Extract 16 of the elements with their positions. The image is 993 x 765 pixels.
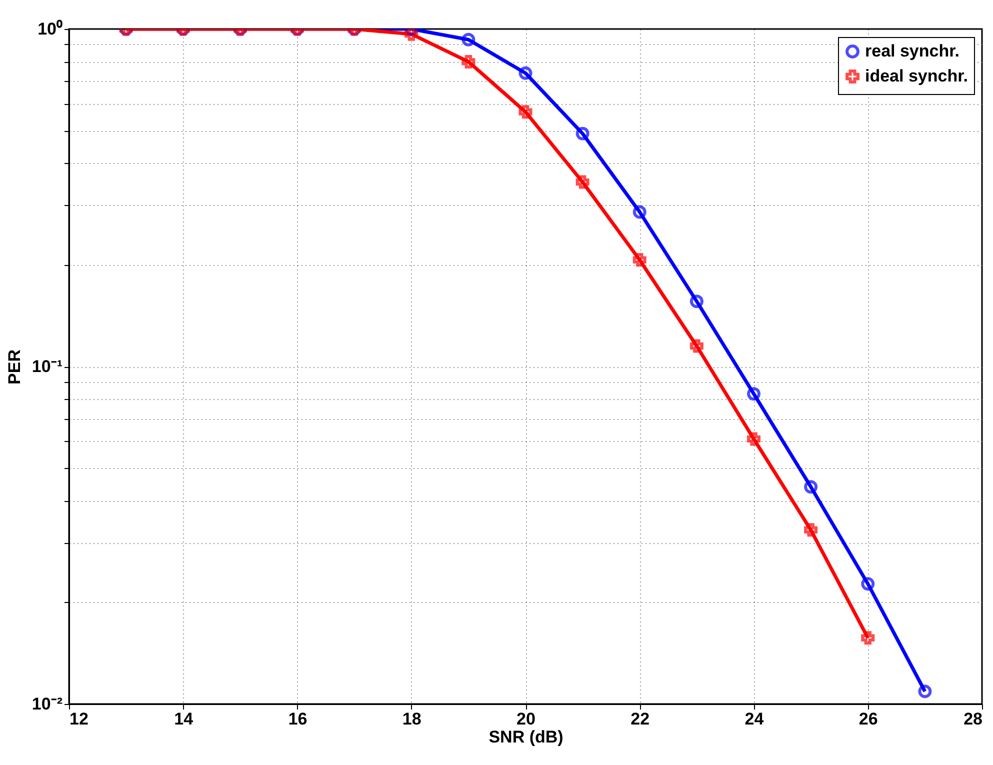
legend-label: real synchr. <box>865 42 960 60</box>
x-tick-label: 18 <box>402 710 422 728</box>
y-tick-label: 10⁰ <box>38 20 62 38</box>
x-tick-label: 22 <box>630 710 650 728</box>
x-tick-label: 24 <box>744 710 764 728</box>
x-tick-label: 28 <box>964 710 982 728</box>
y-tick-label: 10⁻¹ <box>32 357 63 376</box>
x-axis-title: SNR (dB) <box>488 728 564 746</box>
x-tick-label: 12 <box>70 710 88 728</box>
y-axis-title: PER <box>4 350 24 384</box>
x-tick-label: 20 <box>516 710 536 728</box>
x-tick-label: 26 <box>858 710 878 728</box>
y-tick-label: 10⁻² <box>32 694 63 714</box>
x-tick-label: 14 <box>174 710 194 728</box>
legend-label: ideal synchr. <box>865 66 968 86</box>
x-tick-label: 16 <box>288 710 308 728</box>
